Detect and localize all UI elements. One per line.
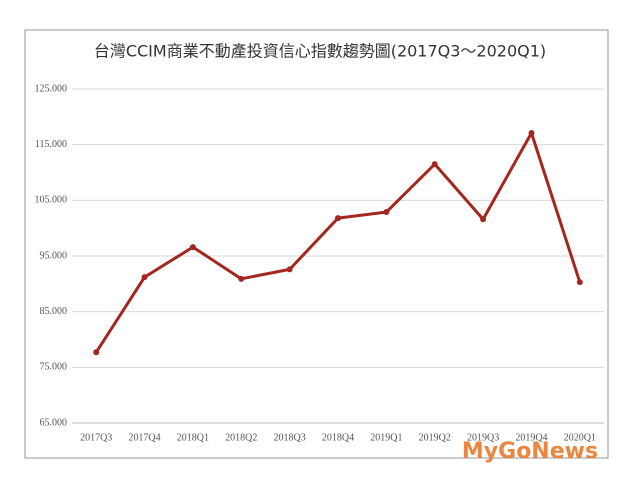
point (431, 161, 438, 168)
x-tick-label: 2019Q4 (515, 432, 547, 443)
x-tick-label: 2019Q3 (467, 432, 499, 443)
chart-title: 台灣CCIM商業不動產投資信心指數趨勢圖(2017Q3～2020Q1) (94, 42, 546, 61)
point (383, 209, 390, 216)
x-tick-label: 2017Q4 (128, 432, 160, 443)
point (576, 279, 583, 286)
y-tick-label: 95.000 (40, 250, 68, 261)
y-tick-label: 105.000 (35, 195, 68, 206)
point (286, 266, 293, 273)
y-tick-label: 75.000 (40, 362, 68, 373)
x-tick-label: 2017Q3 (80, 432, 112, 443)
x-tick-label: 2019Q2 (419, 432, 451, 443)
y-tick-label: 85.000 (40, 306, 68, 317)
point (238, 275, 245, 282)
y-tick-label: 65.000 (40, 417, 68, 428)
point (480, 216, 487, 223)
y-tick-label: 125.000 (35, 83, 68, 94)
point (189, 244, 196, 251)
watermark: MyGoNews (462, 439, 598, 464)
x-tick-label: 2018Q3 (274, 432, 306, 443)
point (335, 215, 341, 222)
x-tick-label: 2018Q4 (322, 432, 354, 443)
x-tick-label: 2018Q2 (225, 432, 257, 443)
chart-frame (24, 29, 609, 459)
point (93, 349, 100, 356)
x-tick-label: 2019Q1 (370, 432, 402, 443)
x-tick-label: 2018Q1 (177, 432, 209, 443)
x-tick-label: 2020Q1 (564, 432, 596, 443)
y-tick-label: 115.000 (35, 139, 67, 150)
point (141, 274, 148, 281)
point (528, 129, 535, 136)
